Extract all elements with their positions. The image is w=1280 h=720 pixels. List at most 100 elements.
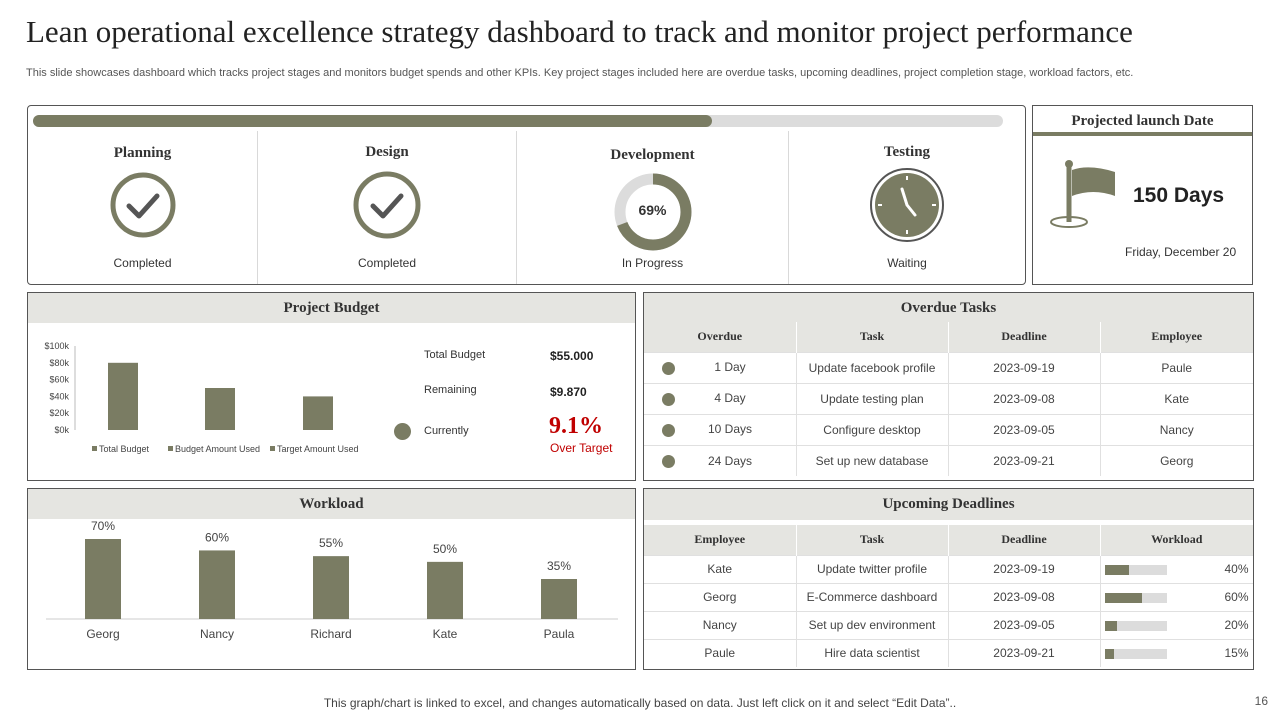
- check-circle-icon: [352, 170, 422, 245]
- task-cell: Hire data scientist: [796, 638, 949, 667]
- stage-testing: Testing Waiting: [788, 131, 1025, 284]
- budget-bar-chart: $100k $80k $60k $40k $20k $0k Total Budget Budg…: [44, 341, 359, 454]
- stage-status: Completed: [357, 256, 417, 270]
- table-row: Georg E-Commerce dashboard 2023-09-08 60…: [644, 582, 1253, 611]
- x-tick-label: Nancy: [200, 627, 234, 641]
- budget-title: Project Budget: [28, 293, 635, 323]
- task-cell: Set up dev environment: [796, 610, 949, 639]
- currently-label: Currently: [424, 425, 469, 437]
- stage-name: Development: [610, 147, 695, 163]
- table-row: 10 Days Configure desktop 2023-09-05 Nan…: [644, 413, 1253, 445]
- projected-launch-panel: Projected launch Date 150 Days Friday, D…: [1032, 105, 1253, 285]
- upcoming-deadlines-panel: Upcoming Deadlines Employee Task Deadlin…: [643, 488, 1254, 670]
- workload-title: Workload: [28, 489, 635, 519]
- project-stages-panel: Planning Completed Design Completed Deve…: [27, 105, 1026, 285]
- deadline-cell: 2023-09-21: [948, 444, 1101, 476]
- remaining-value: $9.870: [550, 385, 587, 399]
- deadline-cell: 2023-09-08: [948, 582, 1101, 611]
- workload-bar-fill: [1104, 564, 1130, 575]
- bar-richard: [313, 556, 349, 619]
- employee-cell: Nancy: [644, 610, 797, 639]
- legend-swatch: [270, 446, 275, 451]
- workload-bar: [1104, 649, 1167, 660]
- table-row: Nancy Set up dev environment 2023-09-05 …: [644, 610, 1253, 639]
- workload-bar-fill: [1104, 649, 1114, 660]
- col-employee: Employee: [1100, 322, 1253, 352]
- col-deadline: Deadline: [948, 525, 1101, 555]
- remaining-label: Remaining: [424, 384, 477, 396]
- workload-value: 20%: [1224, 618, 1249, 632]
- y-tick-label: $20k: [49, 408, 69, 418]
- launch-title: Projected launch Date: [1033, 106, 1252, 136]
- bar-target-amount-used: [303, 396, 333, 430]
- x-tick-label: Kate: [433, 627, 458, 641]
- over-target-label: Over Target: [550, 441, 613, 455]
- y-tick-label: $40k: [49, 391, 69, 401]
- overdue-title: Overdue Tasks: [644, 293, 1253, 322]
- task-cell: Configure desktop: [796, 413, 949, 445]
- overdue-days: 4 Day: [714, 391, 746, 406]
- employee-cell: Kate: [1100, 382, 1253, 414]
- upcoming-title: Upcoming Deadlines: [644, 489, 1253, 520]
- table-row: Paule Hire data scientist 2023-09-21 15%: [644, 638, 1253, 667]
- launch-date: Friday, December 20: [1125, 245, 1237, 259]
- task-cell: E-Commerce dashboard: [796, 582, 949, 611]
- stage-status: Waiting: [887, 256, 927, 270]
- bar-total-budget: [108, 362, 138, 430]
- task-cell: Update twitter profile: [796, 554, 949, 583]
- bar-nancy: [199, 550, 235, 619]
- bar-kate: [427, 561, 463, 619]
- legend-label: Total Budget: [99, 444, 150, 454]
- workload-bar: [1104, 592, 1167, 603]
- bar-georg: [85, 539, 121, 619]
- workload-bar-fill: [1104, 620, 1117, 631]
- employee-cell: Paule: [1100, 351, 1253, 383]
- y-tick-label: $60k: [49, 375, 69, 385]
- workload-bar-fill: [1104, 592, 1142, 603]
- total-budget-label: Total Budget: [424, 349, 486, 361]
- status-dot-icon: [662, 454, 675, 468]
- workload-bar: [1104, 620, 1167, 631]
- task-cell: Update facebook profile: [796, 351, 949, 383]
- y-tick-label: $0k: [54, 425, 69, 435]
- data-label: 55%: [319, 536, 343, 550]
- status-dot-icon: [394, 423, 411, 440]
- stage-name: Planning: [113, 145, 172, 161]
- deadline-cell: 2023-09-05: [948, 413, 1101, 445]
- stage-status: In Progress: [621, 256, 684, 270]
- table-row: 4 Day Update testing plan 2023-09-08 Kat…: [644, 382, 1253, 414]
- page-number: 16: [1254, 694, 1268, 708]
- overdue-days: 24 Days: [707, 453, 753, 468]
- employee-cell: Georg: [644, 582, 797, 611]
- x-tick-label: Paula: [544, 627, 575, 641]
- launch-days: 150 Days: [1133, 184, 1225, 207]
- task-cell: Set up new database: [796, 444, 949, 476]
- employee-cell: Nancy: [1100, 413, 1253, 445]
- upcoming-table: Employee Task Deadline Workload Kate Upd…: [644, 525, 1253, 667]
- overdue-days: 1 Day: [714, 360, 746, 375]
- stage-design: Design Completed: [257, 131, 516, 284]
- col-employee: Employee: [644, 525, 797, 555]
- workload-value: 15%: [1224, 646, 1249, 661]
- col-task: Task: [796, 525, 949, 555]
- deadline-cell: 2023-09-21: [948, 638, 1101, 667]
- stage-planning: Planning Completed: [28, 131, 257, 284]
- page-title: Lean operational excellence strategy das…: [26, 14, 1133, 49]
- legend-label: Target Amount Used: [277, 444, 359, 454]
- deadline-cell: 2023-09-05: [948, 610, 1101, 639]
- data-label: 70%: [91, 519, 115, 533]
- table-row: 1 Day Update facebook profile 2023-09-19…: [644, 351, 1253, 383]
- project-budget-panel: Project Budget $100k $80k $60k $40k $20k $0k T…: [27, 292, 636, 481]
- data-label: 60%: [205, 530, 229, 544]
- workload-value: 40%: [1224, 562, 1249, 576]
- over-target-percent: 9.1%: [549, 413, 603, 439]
- status-dot-icon: [662, 423, 675, 437]
- workload-panel: Workload 70% Georg 60% Nancy 55% Richard 50% Ka…: [27, 488, 636, 670]
- y-tick-label: $80k: [49, 358, 69, 368]
- stage-development: Development 69% In Progress: [516, 131, 788, 284]
- total-budget-value: $55.000: [550, 349, 594, 363]
- progress-ring-icon: 69%: [613, 172, 693, 252]
- development-percent: 69%: [638, 202, 667, 218]
- col-overdue: Overdue: [644, 322, 797, 352]
- workload-value: 60%: [1224, 590, 1249, 604]
